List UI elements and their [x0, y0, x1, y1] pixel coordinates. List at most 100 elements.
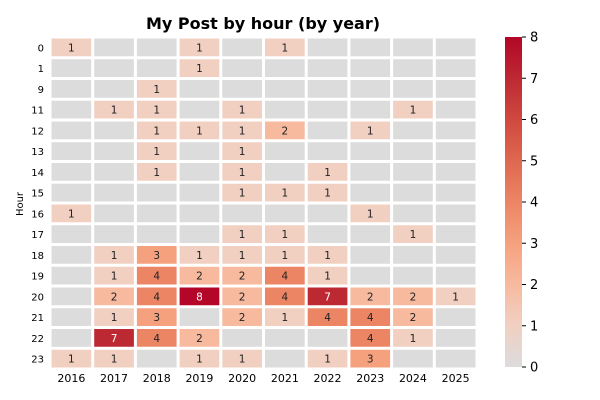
cell-value-label: 1 [239, 188, 246, 200]
cell-value-label: 1 [196, 250, 203, 262]
colorbar-tick-label: 1 [530, 319, 538, 334]
cell-value-label: 1 [324, 271, 331, 283]
heatmap-cell [179, 163, 220, 181]
heatmap-cell [222, 204, 262, 223]
heatmap-cell [136, 308, 177, 326]
heatmap-cell [435, 59, 476, 77]
colorbar: 0 1 2 3 4 5 6 7 8 [505, 31, 538, 376]
cell-value-label: 1 [410, 229, 417, 241]
heatmap-cell [179, 142, 220, 160]
heatmap-cell [179, 100, 220, 119]
heatmap-cell [350, 142, 391, 160]
heatmap-cell [265, 349, 305, 368]
y-tick-label: 18 [31, 251, 44, 262]
cell-value-label: 1 [153, 125, 160, 137]
heatmap-cell [94, 183, 134, 202]
heatmap-cell [435, 308, 476, 326]
heatmap-cell [222, 100, 262, 119]
heatmap-cell [307, 225, 348, 243]
y-tick-label: 11 [31, 106, 44, 117]
cell-value-label: 3 [153, 250, 160, 262]
heatmap-cell [179, 59, 220, 77]
heatmap-cell [393, 163, 433, 181]
heatmap-cell [393, 121, 433, 140]
heatmap-cell [435, 246, 476, 264]
cell-value-label: 1 [153, 105, 160, 117]
y-tick-label: 23 [31, 355, 44, 366]
heatmap-cell [350, 163, 391, 181]
cell-value-label: 1 [282, 229, 289, 241]
cell-value-label: 1 [239, 250, 246, 262]
cell-value-label: 1 [324, 250, 331, 262]
heatmap-cell [94, 225, 134, 243]
heatmap-cell [51, 80, 92, 98]
colorbar-tick-label: 8 [530, 31, 538, 46]
heatmap-cell [435, 163, 476, 181]
cell-value-label: 1 [324, 354, 331, 366]
heatmap-cell [265, 329, 305, 347]
heatmap-cell [350, 329, 391, 347]
cell-value-label: 1 [282, 188, 289, 200]
cell-value-label: 2 [196, 271, 203, 283]
cell-value-label: 1 [410, 333, 417, 345]
heatmap-cell [136, 246, 177, 264]
heatmap-cell [435, 329, 476, 347]
heatmap-cell [350, 38, 391, 57]
heatmap-cell [350, 204, 391, 223]
heatmap-cell [435, 349, 476, 368]
y-tick-label: 12 [31, 126, 44, 137]
cell-value-label: 4 [367, 312, 374, 324]
heatmap-cell [350, 80, 391, 98]
heatmap-cell [51, 183, 92, 202]
cell-value-label: 1 [239, 354, 246, 366]
heatmap-cell [94, 80, 134, 98]
colorbar-tick-label: 7 [530, 72, 538, 87]
heatmap-cell [307, 142, 348, 160]
cell-value-label: 1 [367, 125, 374, 137]
heatmap-cell [307, 246, 348, 264]
heatmap-cell [51, 308, 92, 326]
y-tick-label: 21 [31, 313, 44, 324]
heatmap-cell [51, 349, 92, 368]
heatmap-cell [435, 100, 476, 119]
heatmap-cell [350, 246, 391, 264]
heatmap-cell [393, 80, 433, 98]
colorbar-tick-label: 6 [530, 113, 538, 128]
heatmap-cell [393, 329, 433, 347]
heatmap-cell [179, 349, 220, 368]
heatmap-cell [222, 349, 262, 368]
cell-value-label: 2 [282, 125, 289, 137]
heatmap-cell [136, 329, 177, 347]
heatmap-cell [307, 183, 348, 202]
x-tick-labels: 2016 2017 2018 2019 2020 2021 2022 2023 2024 2025 [57, 372, 469, 385]
cell-value-label: 1 [239, 125, 246, 137]
heatmap-cell [51, 163, 92, 181]
heatmap-cell [393, 204, 433, 223]
heatmap-cell [179, 204, 220, 223]
heatmap-cell [350, 59, 391, 77]
heatmap-cell [94, 349, 134, 368]
heatmap-cell [265, 204, 305, 223]
heatmap-cell [51, 246, 92, 264]
cell-value-label: 1 [153, 146, 160, 158]
x-tick-label: 2023 [356, 372, 384, 385]
heatmap-cell [350, 121, 391, 140]
heatmap-cell [136, 38, 177, 57]
cell-value-label: 1 [68, 354, 75, 366]
cell-value-label: 2 [239, 271, 246, 283]
y-tick-label: 15 [31, 189, 44, 200]
heatmap-cell [222, 329, 262, 347]
cell-value-label: 1 [68, 208, 75, 220]
heatmap-cell [179, 183, 220, 202]
colorbar-tick-label: 0 [530, 361, 538, 376]
heatmap-cell [222, 246, 262, 264]
cell-value-label: 1 [153, 84, 160, 96]
heatmap-cell [51, 287, 92, 306]
heatmap-cell [136, 59, 177, 77]
heatmap-cell [350, 266, 391, 285]
heatmap-cell [94, 142, 134, 160]
cell-value-label: 2 [239, 312, 246, 324]
heatmap-cell [179, 80, 220, 98]
y-tick-label: 13 [31, 147, 44, 158]
